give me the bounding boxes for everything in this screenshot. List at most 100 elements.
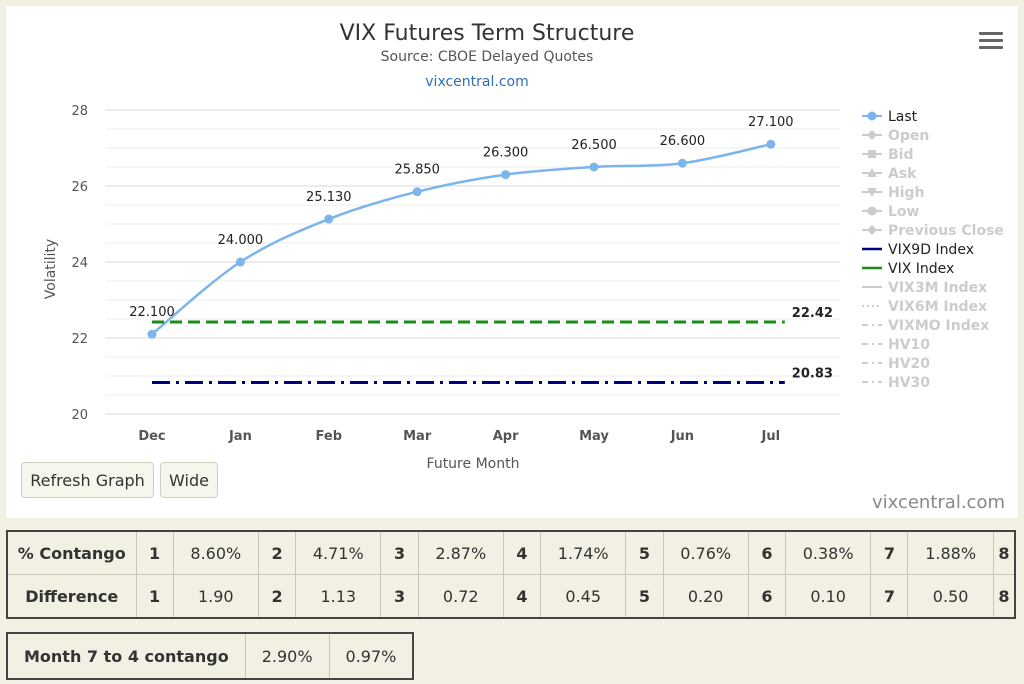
data-point[interactable] (677, 158, 687, 168)
legend-item-vixmo-index[interactable]: VIXMO Index (862, 318, 989, 334)
month-index: 1 (135, 574, 174, 619)
table-cell: 0.72 (417, 574, 504, 619)
month-index: 7 (870, 574, 909, 619)
chart-title: VIX Futures Term Structure (340, 21, 635, 46)
month-index: 2 (257, 574, 297, 619)
legend-item-hv30[interactable]: HV30 (862, 375, 930, 391)
legend-label: High (888, 185, 925, 201)
legend-item-open[interactable]: Open (862, 128, 929, 144)
legend-item-bid[interactable]: Bid (862, 147, 914, 163)
table-cell: 0.50 (907, 574, 994, 619)
data-point[interactable] (412, 187, 422, 197)
x-tick-label: Mar (403, 429, 432, 444)
legend-label: Open (888, 128, 929, 144)
end-label: 22.42 (792, 306, 833, 321)
data-labels: 22.100 24.000 25.130 25.850 26.300 26.500 26.6… (129, 115, 833, 381)
x-ticks: Dec Jan Feb Mar Apr May Jun Jul (138, 429, 780, 444)
legend-item-vix6m-index[interactable]: VIX6M Index (862, 299, 987, 315)
row-label: Difference (6, 574, 137, 619)
chart-subtitle-link[interactable]: vixcentral.com (425, 74, 528, 90)
legend-item-ask[interactable]: Ask (862, 166, 917, 182)
month-index: 8 (992, 574, 1016, 619)
row-label: % Contango (6, 530, 137, 575)
legend-marker (868, 150, 876, 158)
legend-marker (867, 225, 877, 235)
y-tick-label: 20 (71, 408, 88, 423)
grid (106, 109, 840, 415)
legend-label: Ask (888, 166, 917, 182)
data-point[interactable] (766, 139, 776, 149)
legend-label: Last (888, 109, 918, 125)
month-index: 4 (502, 574, 542, 619)
table-cell: 2.90% (244, 632, 330, 680)
data-label: 26.500 (571, 138, 617, 153)
chart: VIX Futures Term Structure Source: CBOE … (43, 21, 1004, 472)
month-index: 2 (257, 530, 297, 575)
menu-icon[interactable] (976, 28, 1006, 52)
table-cell: 1.74% (540, 530, 627, 575)
table-cell: 0.10 (784, 574, 872, 619)
credit-text[interactable]: vixcentral.com (871, 492, 1005, 513)
legend-label: VIX Index (888, 261, 954, 277)
legend-item-low[interactable]: Low (862, 204, 920, 220)
legend-item-hv20[interactable]: HV20 (862, 356, 930, 372)
legend-label: VIX6M Index (888, 299, 987, 315)
legend-label: Previous Close (888, 223, 1004, 239)
legend-item-last[interactable]: Last (862, 109, 918, 125)
legend-item-vix3m-index[interactable]: VIX3M Index (862, 280, 987, 296)
data-point[interactable] (235, 257, 245, 267)
x-tick-label: Jan (228, 429, 252, 444)
legend-item-previous-close[interactable]: Previous Close (862, 223, 1004, 239)
data-point[interactable] (147, 329, 157, 339)
month-contango-table: Month 7 to 4 contango 2.90% 0.97% (6, 632, 415, 680)
legend-label: HV30 (888, 375, 930, 391)
table-cell: 0.38% (784, 530, 872, 575)
legend-marker (867, 188, 877, 197)
x-tick-label: Apr (493, 429, 519, 444)
y-ticks: 20 22 24 26 28 (71, 104, 88, 423)
legend-label: Bid (888, 147, 914, 163)
legend-item-hv10[interactable]: HV10 (862, 337, 930, 353)
table-row: Month 7 to 4 contango 2.90% 0.97% (6, 632, 414, 680)
table-cell: 2.87% (417, 530, 504, 575)
legend-marker (867, 130, 877, 140)
month-index: 3 (380, 530, 419, 575)
legend-marker (867, 206, 877, 216)
y-tick-label: 22 (71, 332, 88, 347)
legend-marker (867, 111, 877, 121)
data-label: 25.130 (306, 190, 352, 205)
y-tick-label: 28 (71, 104, 88, 119)
month-index: 6 (747, 574, 786, 619)
contango-table: % Contango 1 8.60% 2 4.71% 3 2.87% 4 1.7… (6, 530, 1016, 619)
table-cell: 8.60% (172, 530, 259, 575)
data-label: 26.600 (660, 134, 706, 149)
legend-item-vix9d-index[interactable]: VIX9D Index (862, 242, 974, 258)
x-tick-label: May (579, 429, 609, 444)
legend-item-vix-index[interactable]: VIX Index (862, 261, 954, 277)
end-label: 20.83 (792, 366, 833, 381)
month-index: 5 (625, 530, 664, 575)
data-label: 22.100 (129, 305, 175, 320)
table-cell: 0.20 (662, 574, 749, 619)
x-tick-label: Jun (670, 429, 694, 444)
month-index: 6 (747, 530, 786, 575)
y-tick-label: 24 (71, 256, 88, 271)
table-row: Difference 1 1.90 2 1.13 3 0.72 4 0.45 5… (6, 574, 1016, 619)
data-point[interactable] (324, 214, 334, 224)
month-index: 1 (135, 530, 174, 575)
data-point[interactable] (501, 170, 511, 180)
wide-button[interactable]: Wide (160, 462, 218, 498)
refresh-graph-button[interactable]: Refresh Graph (21, 462, 154, 498)
chart-panel: VIX Futures Term Structure Source: CBOE … (6, 6, 1018, 518)
legend-item-high[interactable]: High (862, 185, 925, 201)
x-axis-label: Future Month (427, 456, 520, 472)
data-label: 27.100 (748, 115, 794, 130)
month-index: 3 (380, 574, 419, 619)
series (147, 139, 785, 384)
table-row: % Contango 1 8.60% 2 4.71% 3 2.87% 4 1.7… (6, 530, 1016, 575)
data-point[interactable] (589, 162, 599, 172)
x-tick-label: Feb (316, 429, 342, 444)
chart-subtitle: Source: CBOE Delayed Quotes (381, 49, 594, 65)
month-index: 5 (625, 574, 664, 619)
legend-label: HV10 (888, 337, 930, 353)
